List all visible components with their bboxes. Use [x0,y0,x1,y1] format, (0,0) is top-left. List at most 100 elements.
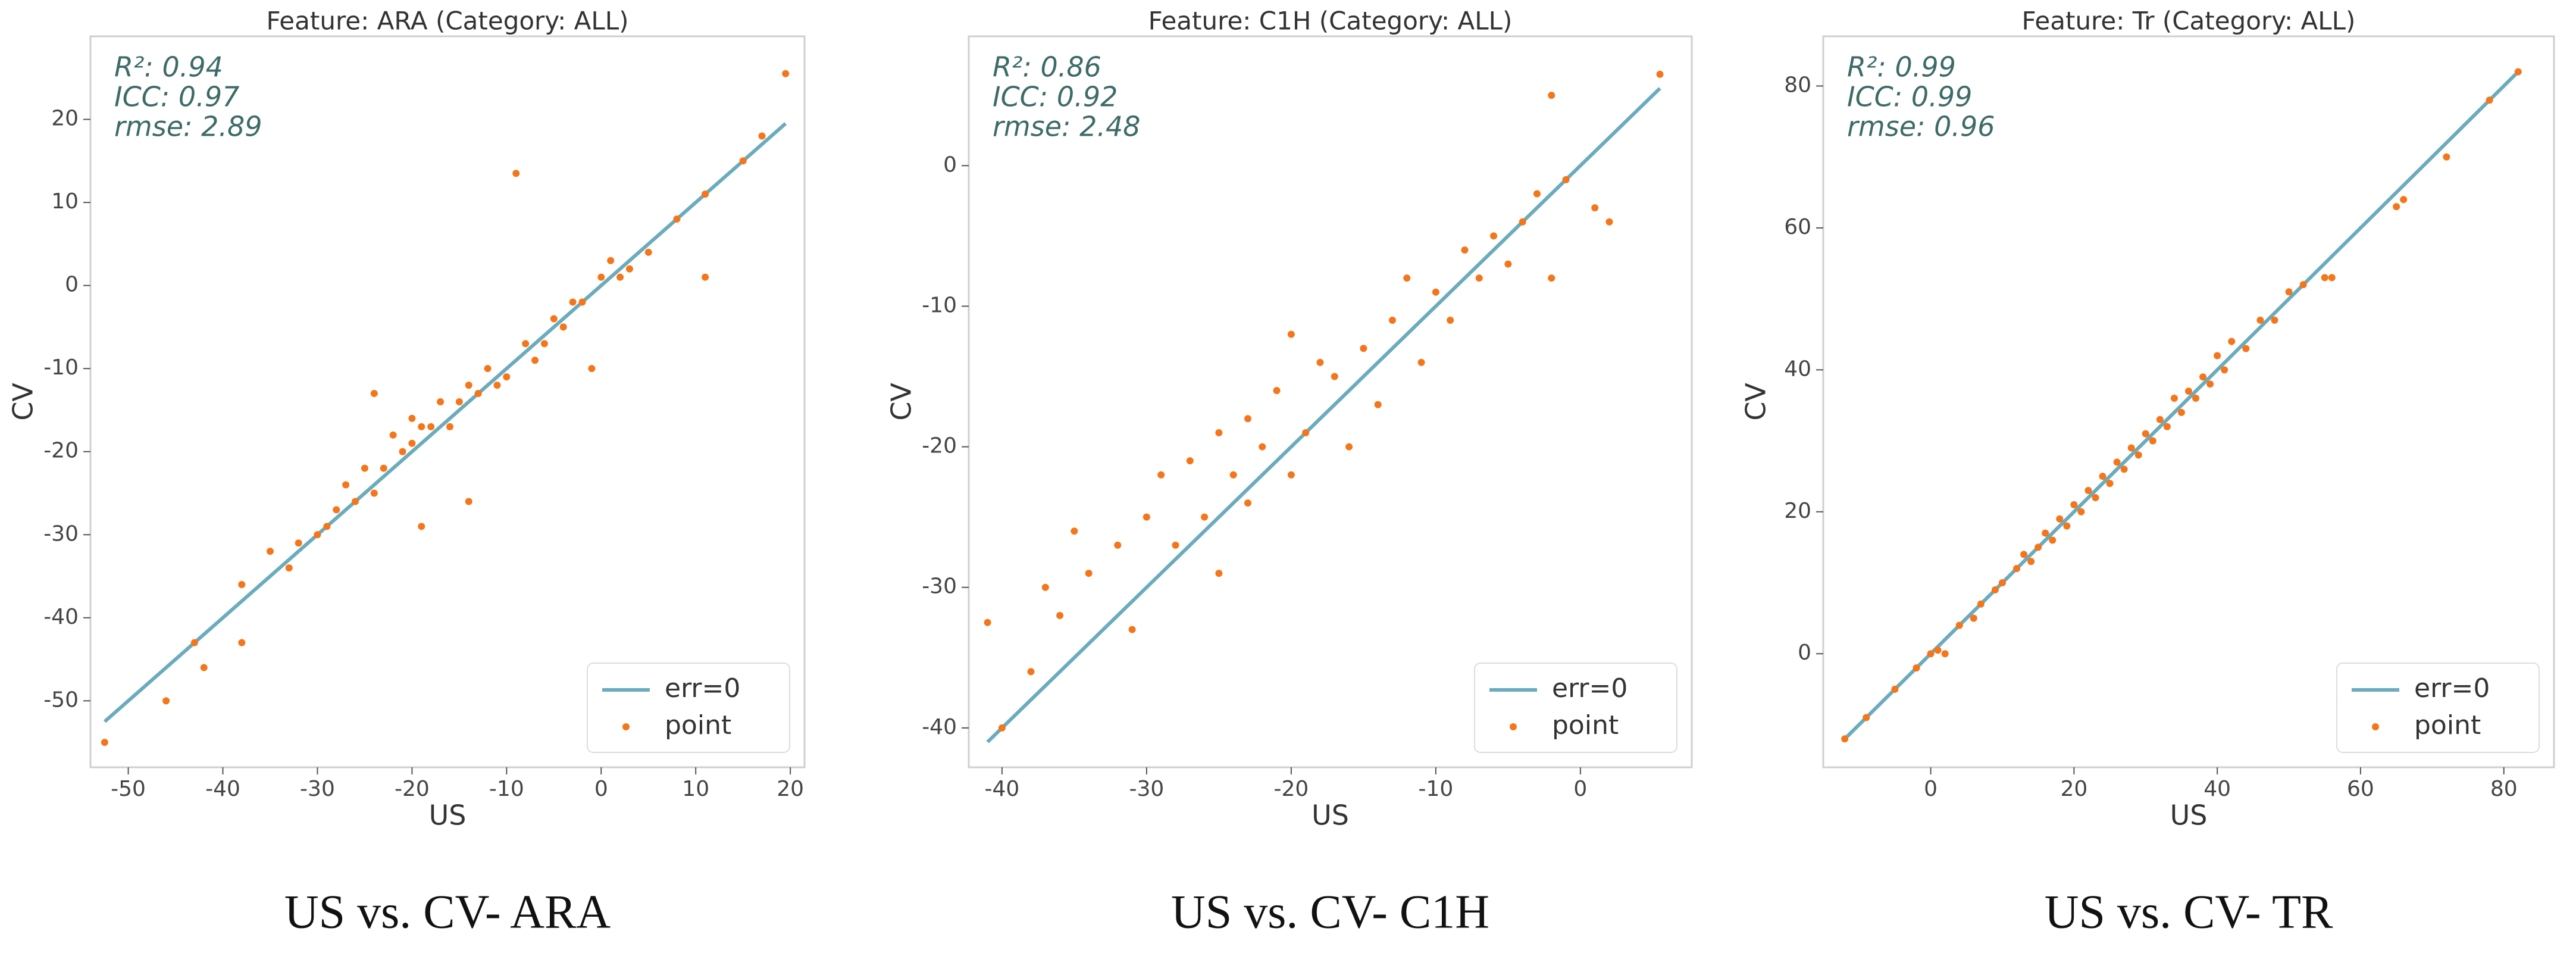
data-point [1041,583,1049,591]
data-point [522,340,530,348]
data-point [998,724,1006,732]
data-point [1548,92,1555,99]
x-tick-label: -20 [1273,777,1309,801]
data-point [1244,415,1251,423]
data-point [1128,626,1136,633]
data-point [2400,196,2408,204]
x-tick-label: 60 [2347,777,2374,801]
y-tick-label: -30 [922,574,957,599]
legend-box [1474,663,1677,753]
data-point [1519,218,1526,226]
stat-annotation: ICC: 0.99 [1847,81,1972,113]
y-tick-label: -40 [43,605,79,629]
legend-marker [1510,723,1517,730]
x-tick-label: 20 [777,777,804,801]
data-point [2199,373,2207,381]
data-point [1417,358,1425,366]
x-tick-label: -30 [1129,777,1164,801]
data-point [1388,317,1396,324]
data-point [782,70,790,77]
data-point [2192,395,2200,402]
data-point [1114,541,1122,549]
data-point [597,273,605,281]
data-point [1403,274,1411,282]
reference-line [1843,70,2519,740]
data-point [2049,536,2057,544]
y-tick-label: 20 [51,107,79,131]
data-point [370,489,378,497]
data-point [1056,611,1064,619]
data-point [1475,274,1483,282]
data-point [2142,430,2149,438]
data-point [2242,345,2250,352]
data-point [1562,176,1570,183]
data-point [2393,203,2400,211]
y-tick-label: -10 [43,355,79,380]
data-point [2092,493,2099,501]
data-point [370,390,378,398]
data-point [1432,288,1439,296]
reference-line [986,87,1661,743]
data-point [465,498,472,505]
data-point [2156,415,2164,423]
x-tick-label: -40 [205,777,240,801]
data-point [2206,380,2214,388]
data-point [1656,70,1664,78]
data-point [1927,650,1935,658]
data-point [1143,513,1150,521]
data-point [1201,513,1209,521]
data-point [1215,429,1223,436]
data-point [2034,543,2042,551]
data-point [1302,429,1310,436]
data-point [531,357,539,364]
data-point [465,382,472,389]
data-point [1331,373,1338,380]
stat-annotation: R²: 0.86 [993,51,1101,83]
chart-title: Feature: C1H (Category: ALL) [1148,7,1513,36]
stat-annotation: rmse: 2.48 [993,111,1141,143]
x-tick-label: 10 [682,777,709,801]
data-point [2228,338,2236,345]
data-point [1591,204,1599,212]
x-axis-label: US [2170,799,2208,832]
x-tick-label: 0 [1573,777,1587,801]
data-point [1504,260,1512,268]
x-axis-label: US [1312,799,1349,832]
stat-annotation: R²: 0.94 [114,51,223,83]
figure-caption: US vs. CV- ARA [284,886,611,938]
x-tick-label: 80 [2490,777,2518,801]
data-point [984,618,991,626]
data-point [1273,387,1281,395]
data-point [1374,401,1382,408]
data-point [314,531,321,539]
data-point [484,365,492,373]
x-tick-label: -20 [395,777,430,801]
data-point [1998,579,2006,587]
plot-frame [1822,35,2555,768]
data-point [2020,551,2028,558]
data-point [702,190,709,198]
data-point [101,739,108,746]
data-point [352,498,359,505]
data-point [1941,650,1949,658]
legend-label: point [2414,710,2481,740]
plot-frame [89,35,806,768]
data-point [238,639,246,646]
stat-annotation: ICC: 0.97 [114,81,239,113]
data-point [2084,487,2092,495]
figure-caption: US vs. CV- TR [2045,886,2333,938]
data-point [2285,288,2293,296]
data-point [474,390,482,398]
y-tick-label: 0 [943,152,957,177]
data-point [427,423,435,430]
data-point [162,697,170,705]
x-tick-label: -10 [489,777,524,801]
data-point [550,315,558,323]
data-point [644,248,652,256]
data-point [2134,451,2142,459]
data-point [673,215,681,223]
stat-annotation: R²: 0.99 [1847,51,1956,83]
data-point [1229,471,1237,479]
data-point [2328,274,2336,282]
